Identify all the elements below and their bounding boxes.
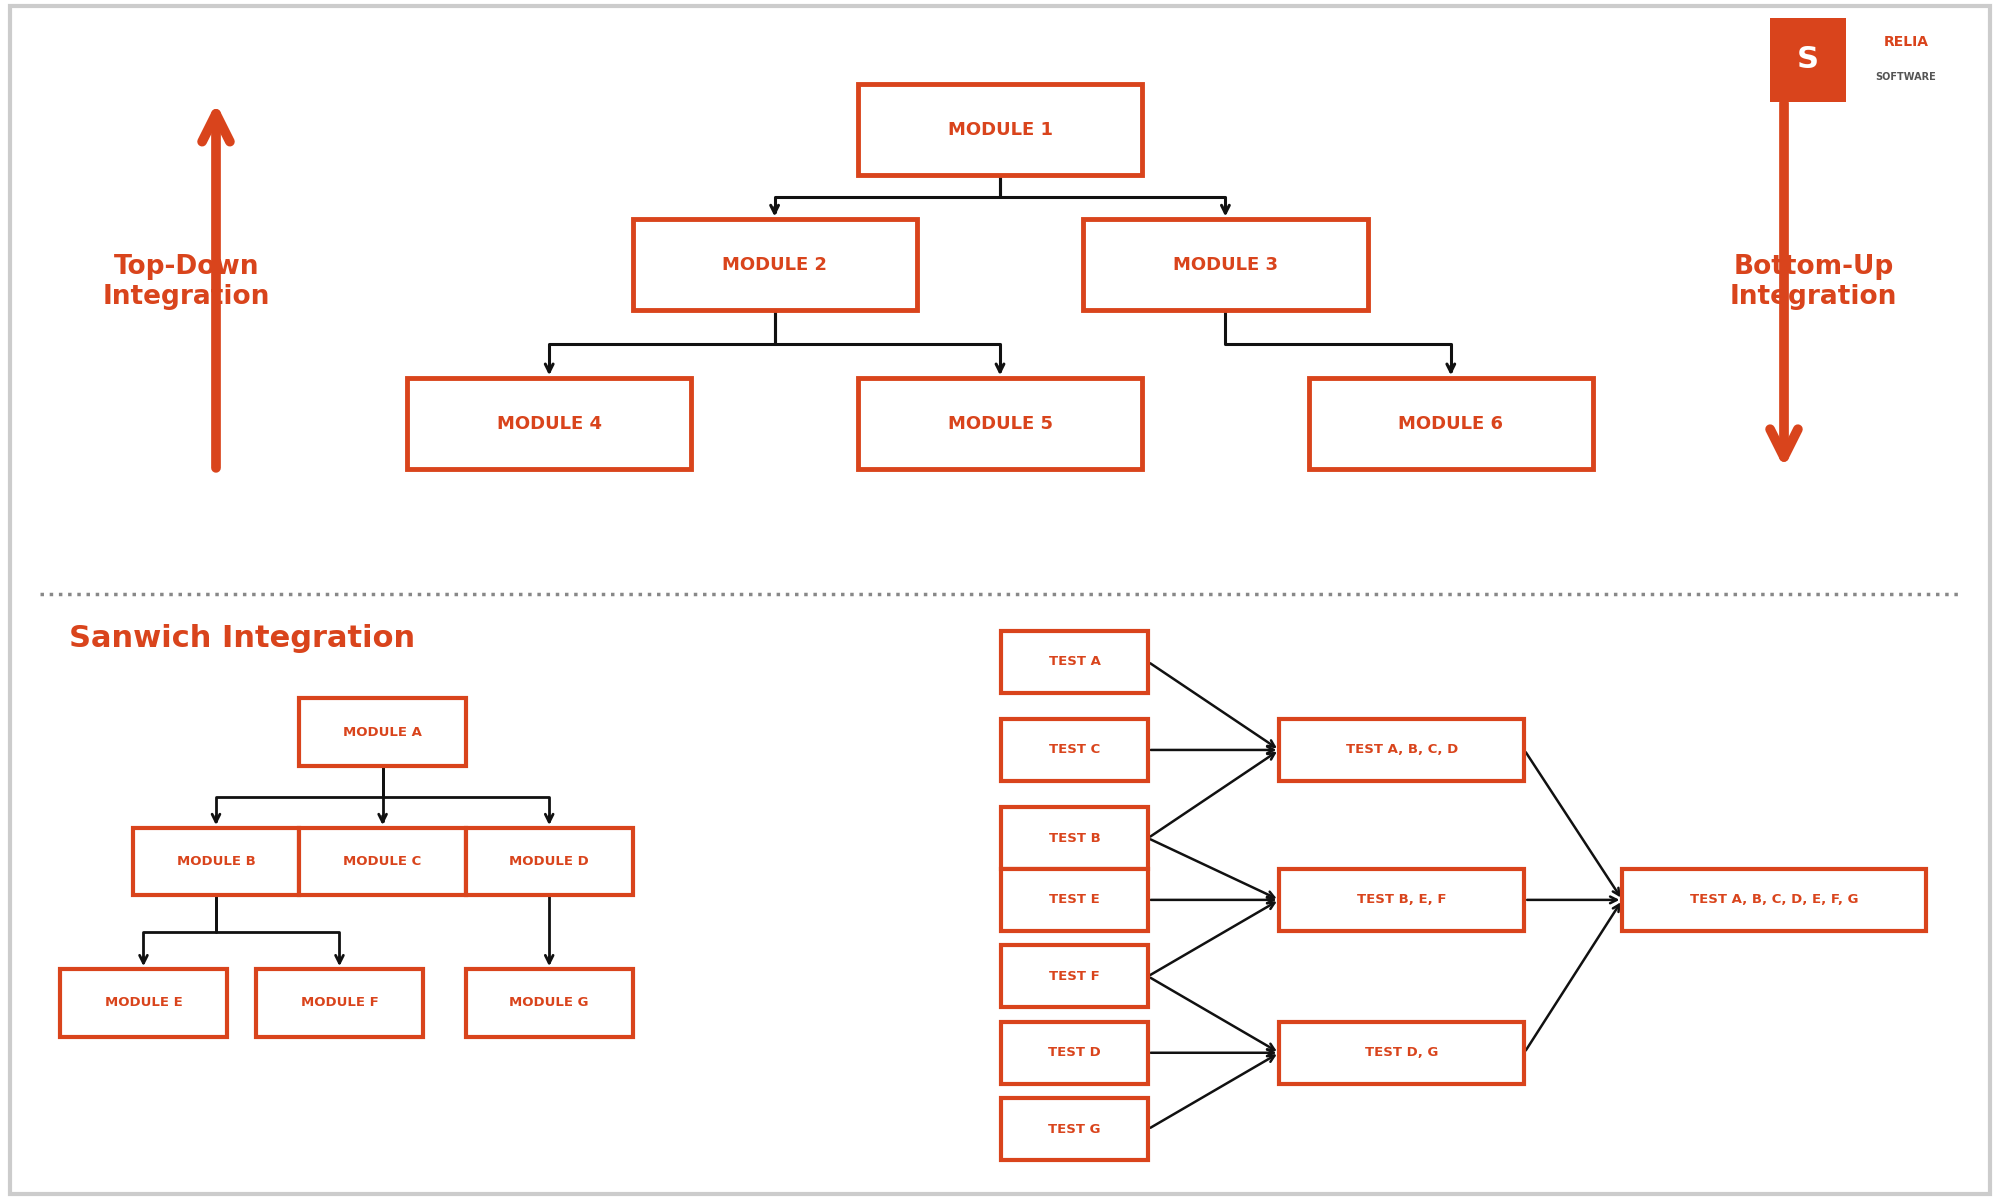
FancyBboxPatch shape	[1308, 378, 1592, 469]
FancyBboxPatch shape	[1000, 946, 1148, 1007]
FancyBboxPatch shape	[60, 968, 226, 1037]
FancyBboxPatch shape	[1000, 1022, 1148, 1084]
FancyBboxPatch shape	[1280, 719, 1524, 781]
Text: MODULE G: MODULE G	[510, 996, 588, 1009]
Text: Sanwich Integration: Sanwich Integration	[68, 624, 416, 653]
FancyBboxPatch shape	[132, 828, 300, 895]
Text: TEST C: TEST C	[1048, 744, 1100, 756]
FancyBboxPatch shape	[1000, 869, 1148, 931]
FancyBboxPatch shape	[466, 828, 632, 895]
Text: Bottom-Up
Integration: Bottom-Up Integration	[1730, 254, 1898, 311]
FancyBboxPatch shape	[1084, 220, 1368, 311]
Text: MODULE D: MODULE D	[510, 856, 590, 868]
FancyBboxPatch shape	[1280, 1022, 1524, 1084]
FancyBboxPatch shape	[632, 220, 916, 311]
Text: TEST D: TEST D	[1048, 1046, 1100, 1060]
Text: SOFTWARE: SOFTWARE	[1876, 72, 1936, 82]
FancyBboxPatch shape	[1000, 719, 1148, 781]
Text: RELIA: RELIA	[1884, 35, 1928, 48]
FancyBboxPatch shape	[1280, 869, 1524, 931]
FancyBboxPatch shape	[858, 84, 1142, 175]
Text: TEST F: TEST F	[1050, 970, 1100, 983]
FancyBboxPatch shape	[300, 698, 466, 766]
Text: TEST B: TEST B	[1048, 832, 1100, 845]
Text: S: S	[1796, 46, 1820, 74]
Text: MODULE 3: MODULE 3	[1172, 256, 1278, 274]
FancyBboxPatch shape	[1770, 18, 1846, 102]
Text: MODULE E: MODULE E	[104, 996, 182, 1009]
FancyBboxPatch shape	[408, 378, 692, 469]
FancyBboxPatch shape	[466, 968, 632, 1037]
FancyBboxPatch shape	[1622, 869, 1926, 931]
Text: MODULE 5: MODULE 5	[948, 415, 1052, 432]
Text: MODULE 2: MODULE 2	[722, 256, 828, 274]
Text: MODULE 6: MODULE 6	[1398, 415, 1504, 432]
FancyBboxPatch shape	[1000, 1098, 1148, 1160]
Text: MODULE B: MODULE B	[176, 856, 256, 868]
Text: TEST B, E, F: TEST B, E, F	[1358, 893, 1446, 906]
Text: TEST A: TEST A	[1048, 655, 1100, 668]
Text: TEST A, B, C, D: TEST A, B, C, D	[1346, 744, 1458, 756]
FancyBboxPatch shape	[256, 968, 422, 1037]
Text: Top-Down
Integration: Top-Down Integration	[102, 254, 270, 311]
Text: TEST E: TEST E	[1050, 893, 1100, 906]
Text: MODULE A: MODULE A	[344, 726, 422, 739]
FancyBboxPatch shape	[1000, 808, 1148, 869]
Text: TEST D, G: TEST D, G	[1366, 1046, 1438, 1060]
Text: TEST G: TEST G	[1048, 1123, 1100, 1135]
Text: TEST A, B, C, D, E, F, G: TEST A, B, C, D, E, F, G	[1690, 893, 1858, 906]
Text: MODULE F: MODULE F	[300, 996, 378, 1009]
Text: MODULE C: MODULE C	[344, 856, 422, 868]
Text: MODULE 4: MODULE 4	[496, 415, 602, 432]
FancyBboxPatch shape	[300, 828, 466, 895]
Text: MODULE 1: MODULE 1	[948, 120, 1052, 138]
FancyBboxPatch shape	[1000, 631, 1148, 692]
FancyBboxPatch shape	[858, 378, 1142, 469]
